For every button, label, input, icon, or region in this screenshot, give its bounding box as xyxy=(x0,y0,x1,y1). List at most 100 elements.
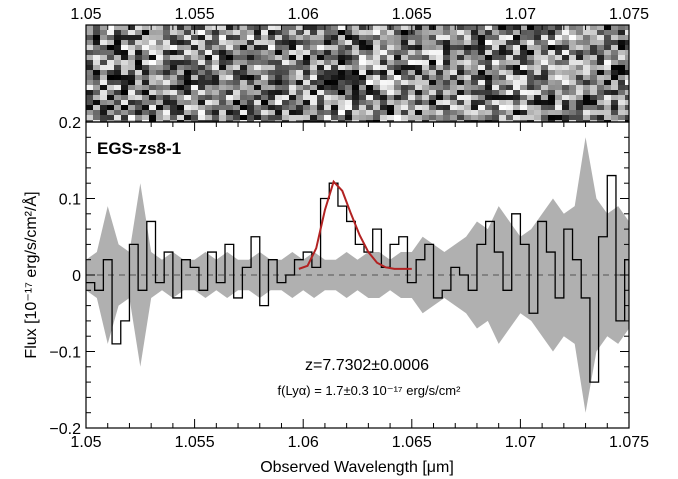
image-pixel xyxy=(352,65,359,70)
image-pixel xyxy=(142,30,149,35)
image-pixel xyxy=(149,70,156,75)
image-pixel xyxy=(128,110,135,115)
image-pixel xyxy=(541,35,548,40)
image-pixel xyxy=(303,25,310,30)
image-pixel xyxy=(289,90,296,95)
image-pixel xyxy=(436,40,443,45)
image-pixel xyxy=(569,100,576,105)
image-pixel xyxy=(226,70,233,75)
image-pixel xyxy=(401,115,408,120)
image-pixel xyxy=(184,75,191,80)
image-pixel xyxy=(219,120,226,122)
image-pixel xyxy=(352,45,359,50)
image-pixel xyxy=(93,60,100,65)
image-pixel xyxy=(93,110,100,115)
image-pixel xyxy=(352,100,359,105)
image-pixel xyxy=(380,100,387,105)
image-pixel xyxy=(590,90,597,95)
image-pixel xyxy=(436,55,443,60)
image-pixel xyxy=(387,105,394,110)
image-pixel xyxy=(282,35,289,40)
image-pixel xyxy=(289,25,296,30)
image-pixel xyxy=(303,55,310,60)
image-pixel xyxy=(506,55,513,60)
image-pixel xyxy=(191,90,198,95)
image-pixel xyxy=(604,40,611,45)
image-pixel xyxy=(317,50,324,55)
image-pixel xyxy=(310,60,317,65)
image-pixel xyxy=(373,65,380,70)
image-pixel xyxy=(177,100,184,105)
image-pixel xyxy=(576,100,583,105)
image-pixel xyxy=(107,85,114,90)
image-pixel xyxy=(254,25,261,30)
image-pixel xyxy=(541,115,548,120)
top-x-tick-label: 1.05 xyxy=(70,6,101,23)
image-pixel xyxy=(100,90,107,95)
image-pixel xyxy=(534,25,541,30)
image-pixel xyxy=(562,90,569,95)
image-pixel xyxy=(219,45,226,50)
image-pixel xyxy=(268,30,275,35)
image-pixel xyxy=(177,80,184,85)
top-x-tick-label: 1.075 xyxy=(609,6,649,23)
image-pixel xyxy=(506,105,513,110)
image-pixel xyxy=(254,55,261,60)
image-pixel xyxy=(499,115,506,120)
image-pixel xyxy=(240,40,247,45)
image-pixel xyxy=(338,100,345,105)
image-pixel xyxy=(240,110,247,115)
image-pixel xyxy=(198,85,205,90)
image-pixel xyxy=(471,55,478,60)
image-pixel xyxy=(268,25,275,30)
image-pixel xyxy=(387,100,394,105)
image-pixel xyxy=(485,80,492,85)
image-pixel xyxy=(618,30,625,35)
image-pixel xyxy=(114,75,121,80)
image-pixel xyxy=(345,100,352,105)
image-pixel xyxy=(457,100,464,105)
image-pixel xyxy=(478,55,485,60)
image-pixel xyxy=(366,35,373,40)
image-pixel xyxy=(114,85,121,90)
image-pixel xyxy=(100,110,107,115)
image-pixel xyxy=(114,120,121,122)
image-pixel xyxy=(611,50,618,55)
image-pixel xyxy=(149,75,156,80)
image-pixel xyxy=(415,65,422,70)
image-pixel xyxy=(387,75,394,80)
image-pixel xyxy=(436,70,443,75)
image-pixel xyxy=(457,60,464,65)
image-pixel xyxy=(191,50,198,55)
image-pixel xyxy=(331,110,338,115)
image-pixel xyxy=(135,85,142,90)
image-pixel xyxy=(387,55,394,60)
image-pixel xyxy=(562,30,569,35)
image-pixel xyxy=(387,70,394,75)
image-pixel xyxy=(520,100,527,105)
image-pixel xyxy=(121,105,128,110)
image-pixel xyxy=(345,65,352,70)
image-pixel xyxy=(303,50,310,55)
image-pixel xyxy=(457,50,464,55)
image-pixel xyxy=(394,65,401,70)
image-pixel xyxy=(289,70,296,75)
image-pixel xyxy=(541,30,548,35)
image-pixel xyxy=(597,55,604,60)
image-pixel xyxy=(513,70,520,75)
image-pixel xyxy=(450,120,457,122)
image-pixel xyxy=(436,45,443,50)
image-pixel xyxy=(163,35,170,40)
noise-band xyxy=(86,137,629,413)
image-pixel xyxy=(625,55,629,60)
image-pixel xyxy=(212,95,219,100)
image-pixel xyxy=(492,95,499,100)
image-pixel xyxy=(541,25,548,30)
image-pixel xyxy=(520,50,527,55)
image-pixel xyxy=(114,110,121,115)
image-pixel xyxy=(415,50,422,55)
image-pixel xyxy=(443,120,450,122)
image-pixel xyxy=(142,70,149,75)
image-pixel xyxy=(618,95,625,100)
image-pixel xyxy=(142,110,149,115)
